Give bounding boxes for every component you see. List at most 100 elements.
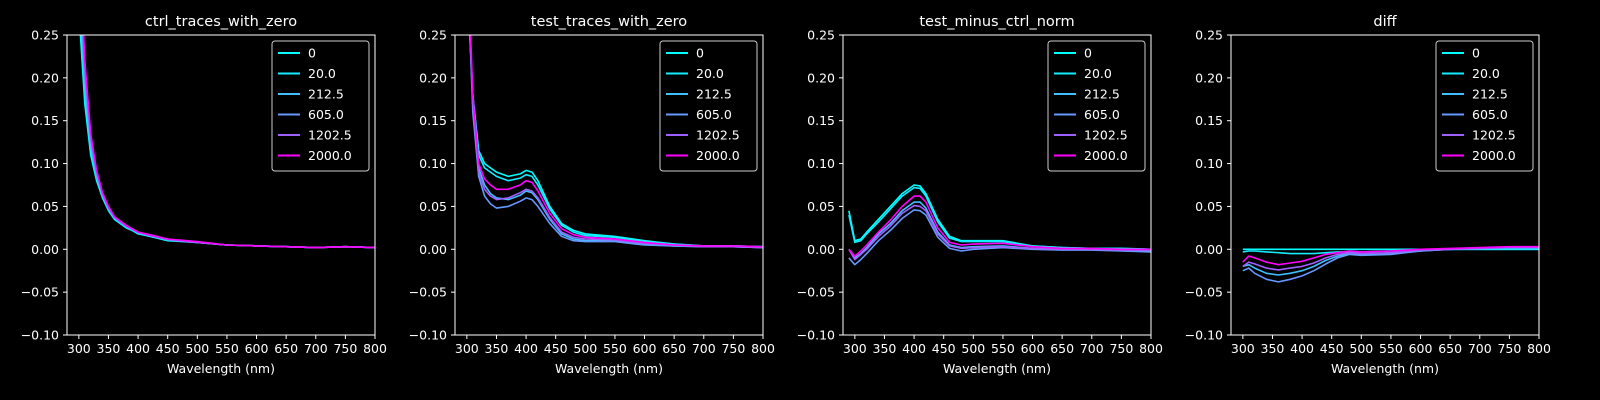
series-line-2000-0	[1242, 245, 1539, 266]
legend-label: 1202.5	[696, 128, 740, 143]
x-tick-label: 700	[304, 341, 328, 356]
axes-frame	[454, 34, 764, 336]
legend-label: 605.0	[696, 107, 732, 122]
x-axis-label: Wavelength (nm)	[167, 361, 275, 376]
chart-panel-2: test_traces_with_zero 300 350 400 450 500 550 6…	[409, 14, 775, 376]
y-tick-label: 0.10	[1195, 156, 1223, 171]
x-tick-label: 400	[1290, 341, 1314, 356]
x-tick-label: 800	[363, 341, 387, 356]
y-tick-label: 0.00	[419, 242, 447, 257]
series-group	[1242, 245, 1539, 283]
x-tick-label: 500	[1349, 341, 1373, 356]
legend-label: 212.5	[1472, 87, 1508, 102]
y-tick-label: −0.10	[1185, 328, 1223, 343]
x-tick-label: 450	[932, 341, 956, 356]
legend-label: 20.0	[696, 66, 724, 81]
x-tick-label: 500	[573, 341, 597, 356]
x-tick-label: 800	[751, 341, 775, 356]
x-tick-label: 750	[1497, 341, 1521, 356]
legend-label: 212.5	[1084, 87, 1120, 102]
y-tick-label: −0.05	[797, 285, 835, 300]
legend-label: 2000.0	[1472, 148, 1516, 163]
x-tick-label: 800	[1527, 341, 1551, 356]
y-tick-label: 0.15	[1195, 113, 1223, 128]
x-tick-label: 550	[991, 341, 1015, 356]
chart-panel-1: ctrl_traces_with_zero 300 350 400 450 500 550 6…	[21, 14, 387, 376]
legend-label: 20.0	[1084, 66, 1112, 81]
x-axis-label: Wavelength (nm)	[1331, 361, 1439, 376]
x-tick-label: 450	[156, 341, 180, 356]
y-tick-label: 0.05	[419, 199, 447, 214]
legend-label: 1202.5	[308, 128, 352, 143]
x-tick-label: 650	[662, 341, 686, 356]
legend: 0 20.0 212.5 605.0 1202.5 2000.0	[271, 40, 370, 172]
chart-title: test_traces_with_zero	[531, 14, 688, 30]
legend-label: 0	[1084, 46, 1092, 61]
legend-label: 1202.5	[1084, 128, 1128, 143]
y-tick-label: 0.00	[807, 242, 835, 257]
x-tick-label: 300	[455, 341, 479, 356]
legend-label: 0	[1472, 46, 1480, 61]
series-line-1202-5	[848, 204, 1151, 261]
legend-label: 605.0	[308, 107, 344, 122]
y-tick-label: 0.20	[419, 70, 447, 85]
legend-label: 20.0	[308, 66, 336, 81]
series-line-605-0	[848, 209, 1151, 266]
x-tick-label: 350	[1261, 341, 1285, 356]
x-tick-label: 750	[333, 341, 357, 356]
y-tick-label: 0.20	[1195, 70, 1223, 85]
y-tick-label: −0.05	[1185, 285, 1223, 300]
x-tick-label: 650	[274, 341, 298, 356]
x-tick-label: 600	[633, 341, 657, 356]
series-group	[468, 35, 763, 249]
y-tick-label: 0.25	[807, 28, 835, 43]
series-line-20-0	[469, 35, 763, 248]
series-line-2000-0	[469, 35, 763, 248]
x-tick-label: 400	[514, 341, 538, 356]
y-tick-label: 0.00	[1195, 242, 1223, 257]
x-tick-label: 750	[1109, 341, 1133, 356]
series-line-1202-5	[1242, 246, 1539, 271]
y-tick-label: 0.15	[419, 113, 447, 128]
legend-label: 2000.0	[308, 148, 352, 163]
y-tick-label: −0.10	[409, 328, 447, 343]
x-tick-label: 500	[185, 341, 209, 356]
legend-label: 212.5	[696, 87, 732, 102]
legend-label: 20.0	[1472, 66, 1500, 81]
series-group	[79, 35, 375, 249]
y-tick-label: 0.25	[1195, 28, 1223, 43]
y-tick-label: 0.25	[31, 28, 59, 43]
legend-label: 605.0	[1472, 107, 1508, 122]
y-tick-label: 0.15	[807, 113, 835, 128]
axes-frame	[1230, 34, 1540, 336]
chart-title: ctrl_traces_with_zero	[145, 14, 297, 30]
x-tick-label: 650	[1050, 341, 1074, 356]
x-tick-label: 300	[67, 341, 91, 356]
x-tick-label: 300	[843, 341, 867, 356]
y-tick-label: −0.10	[797, 328, 835, 343]
y-tick-label: 0.05	[1195, 199, 1223, 214]
x-tick-label: 550	[603, 341, 627, 356]
x-tick-label: 600	[1021, 341, 1045, 356]
legend-label: 1202.5	[1472, 128, 1516, 143]
series-line-2000-0	[82, 35, 375, 249]
x-tick-label: 350	[873, 341, 897, 356]
axes-frame	[842, 34, 1152, 336]
x-tick-label: 300	[1231, 341, 1255, 356]
y-tick-label: 0.05	[31, 199, 59, 214]
x-tick-label: 500	[961, 341, 985, 356]
legend: 0 20.0 212.5 605.0 1202.5 2000.0	[659, 40, 758, 172]
chart-panel-3: test_minus_ctrl_norm 300 350 400 450 500 550 60…	[797, 14, 1163, 376]
y-tick-label: 0.20	[807, 70, 835, 85]
y-tick-label: −0.10	[21, 328, 59, 343]
x-tick-label: 550	[1379, 341, 1403, 356]
legend: 0 20.0 212.5 605.0 1202.5 2000.0	[1047, 40, 1146, 172]
x-tick-label: 550	[215, 341, 239, 356]
y-tick-label: 0.00	[31, 242, 59, 257]
x-tick-label: 600	[1409, 341, 1433, 356]
series-group	[848, 184, 1151, 266]
y-tick-label: 0.20	[31, 70, 59, 85]
y-tick-label: −0.05	[21, 285, 59, 300]
legend-label: 2000.0	[696, 148, 740, 163]
